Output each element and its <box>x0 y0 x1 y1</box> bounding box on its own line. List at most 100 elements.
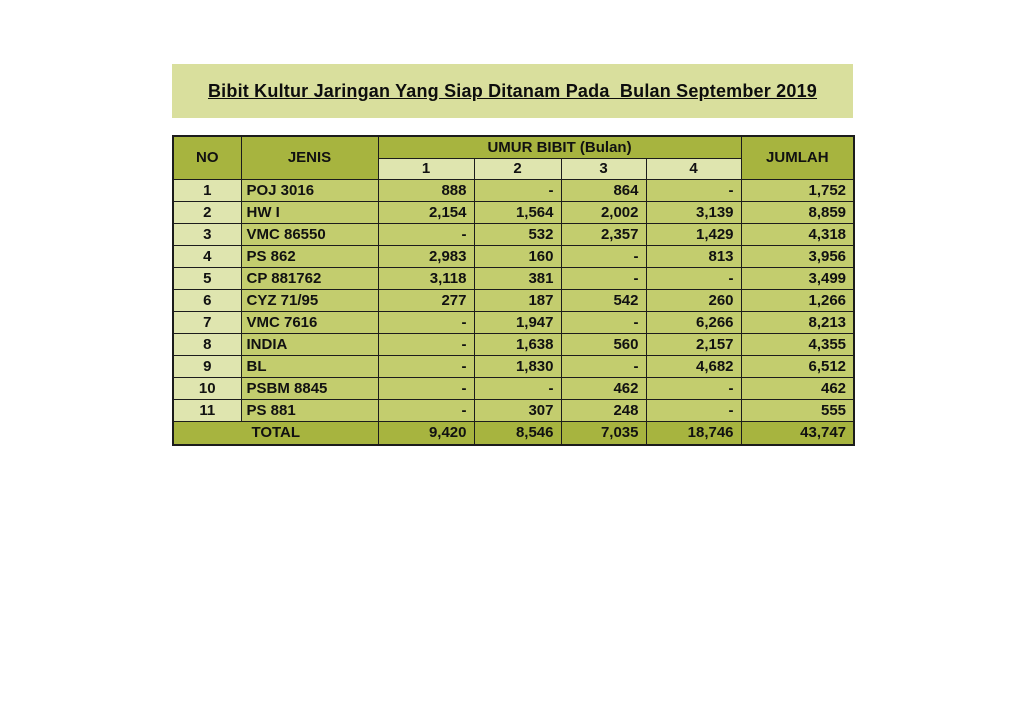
row-number-cell: 11 <box>172 398 242 422</box>
total-month3-cell: 7,035 <box>560 420 647 446</box>
total-month2-cell: 8,546 <box>473 420 562 446</box>
month2-value-cell: 187 <box>473 288 562 312</box>
row-number-cell: 9 <box>172 354 242 378</box>
month1-value-cell: 277 <box>377 288 475 312</box>
month4-value-cell: 4,682 <box>645 354 742 378</box>
variety-name-cell: CYZ 71/95 <box>240 288 379 312</box>
month3-value-cell: 248 <box>560 398 647 422</box>
month2-value-cell: 1,564 <box>473 200 562 224</box>
table-row: 4 PS 862 2,983 160 - 813 3,956 <box>172 244 855 268</box>
month2-value-cell: - <box>473 376 562 400</box>
row-number-cell: 3 <box>172 222 242 246</box>
table-body: 1 POJ 3016 888 - 864 - 1,752 2 HW I 2,15… <box>172 178 855 422</box>
table-row: 3 VMC 86550 - 532 2,357 1,429 4,318 <box>172 222 855 246</box>
month3-value-cell: - <box>560 244 647 268</box>
month3-value-cell: 2,002 <box>560 200 647 224</box>
variety-name-cell: INDIA <box>240 332 379 356</box>
month3-value-cell: - <box>560 266 647 290</box>
month1-value-cell: - <box>377 398 475 422</box>
variety-name-cell: PSBM 8845 <box>240 376 379 400</box>
table-row: 7 VMC 7616 - 1,947 - 6,266 8,213 <box>172 310 855 334</box>
month3-value-cell: 2,357 <box>560 222 647 246</box>
row-number-cell: 7 <box>172 310 242 334</box>
month3-value-cell: 542 <box>560 288 647 312</box>
col-header-month-3: 3 <box>560 157 647 180</box>
total-row: TOTAL 9,420 8,546 7,035 18,746 43,747 <box>172 420 855 446</box>
row-number-cell: 1 <box>172 178 242 202</box>
month1-value-cell: - <box>377 376 475 400</box>
title-band: Bibit Kultur Jaringan Yang Siap Ditanam … <box>172 64 853 118</box>
variety-name-cell: BL <box>240 354 379 378</box>
table-row: 9 BL - 1,830 - 4,682 6,512 <box>172 354 855 378</box>
total-jumlah-cell: 43,747 <box>740 420 855 446</box>
table-row: 6 CYZ 71/95 277 187 542 260 1,266 <box>172 288 855 312</box>
month4-value-cell: - <box>645 398 742 422</box>
month4-value-cell: - <box>645 178 742 202</box>
header-row-group: NO JENIS UMUR BIBIT (Bulan) JUMLAH <box>172 135 855 180</box>
row-number-cell: 10 <box>172 376 242 400</box>
jumlah-value-cell: 1,266 <box>740 288 855 312</box>
col-header-month-2: 2 <box>473 157 562 180</box>
table-footer: TOTAL 9,420 8,546 7,035 18,746 43,747 <box>172 420 855 446</box>
month2-value-cell: 381 <box>473 266 562 290</box>
month1-value-cell: 2,154 <box>377 200 475 224</box>
variety-name-cell: VMC 7616 <box>240 310 379 334</box>
table-row: 5 CP 881762 3,118 381 - - 3,499 <box>172 266 855 290</box>
month2-value-cell: 160 <box>473 244 562 268</box>
month4-value-cell: - <box>645 266 742 290</box>
month4-value-cell: 260 <box>645 288 742 312</box>
month2-value-cell: 1,830 <box>473 354 562 378</box>
jumlah-value-cell: 8,859 <box>740 200 855 224</box>
variety-name-cell: VMC 86550 <box>240 222 379 246</box>
month4-value-cell: 6,266 <box>645 310 742 334</box>
month1-value-cell: - <box>377 222 475 246</box>
month3-value-cell: - <box>560 310 647 334</box>
jumlah-value-cell: 4,355 <box>740 332 855 356</box>
jumlah-value-cell: 3,956 <box>740 244 855 268</box>
month1-value-cell: 2,983 <box>377 244 475 268</box>
variety-name-cell: CP 881762 <box>240 266 379 290</box>
month4-value-cell: 3,139 <box>645 200 742 224</box>
table-row: 1 POJ 3016 888 - 864 - 1,752 <box>172 178 855 202</box>
table-row: 2 HW I 2,154 1,564 2,002 3,139 8,859 <box>172 200 855 224</box>
month3-value-cell: 864 <box>560 178 647 202</box>
month3-value-cell: 560 <box>560 332 647 356</box>
month4-value-cell: 813 <box>645 244 742 268</box>
jumlah-value-cell: 3,499 <box>740 266 855 290</box>
jumlah-value-cell: 462 <box>740 376 855 400</box>
jumlah-value-cell: 6,512 <box>740 354 855 378</box>
jumlah-value-cell: 4,318 <box>740 222 855 246</box>
jumlah-value-cell: 555 <box>740 398 855 422</box>
row-number-cell: 5 <box>172 266 242 290</box>
row-number-cell: 8 <box>172 332 242 356</box>
jumlah-value-cell: 1,752 <box>740 178 855 202</box>
month1-value-cell: - <box>377 310 475 334</box>
table-row: 10 PSBM 8845 - - 462 - 462 <box>172 376 855 400</box>
table-header: NO JENIS UMUR BIBIT (Bulan) JUMLAH 1 2 3… <box>172 135 855 180</box>
col-header-month-4: 4 <box>645 157 742 180</box>
total-month1-cell: 9,420 <box>377 420 475 446</box>
month4-value-cell: 1,429 <box>645 222 742 246</box>
table-row: 8 INDIA - 1,638 560 2,157 4,355 <box>172 332 855 356</box>
seedlings-table: NO JENIS UMUR BIBIT (Bulan) JUMLAH 1 2 3… <box>172 135 856 446</box>
month4-value-cell: 2,157 <box>645 332 742 356</box>
month2-value-cell: 532 <box>473 222 562 246</box>
col-header-no: NO <box>172 135 242 180</box>
col-header-jenis: JENIS <box>240 135 379 180</box>
jumlah-value-cell: 8,213 <box>740 310 855 334</box>
col-header-umur-bibit: UMUR BIBIT (Bulan) <box>377 135 742 159</box>
month4-value-cell: - <box>645 376 742 400</box>
row-number-cell: 4 <box>172 244 242 268</box>
month1-value-cell: 888 <box>377 178 475 202</box>
variety-name-cell: POJ 3016 <box>240 178 379 202</box>
month1-value-cell: 3,118 <box>377 266 475 290</box>
month2-value-cell: 1,638 <box>473 332 562 356</box>
month1-value-cell: - <box>377 354 475 378</box>
month2-value-cell: - <box>473 178 562 202</box>
page-title: Bibit Kultur Jaringan Yang Siap Ditanam … <box>207 80 818 101</box>
month3-value-cell: 462 <box>560 376 647 400</box>
month1-value-cell: - <box>377 332 475 356</box>
table-row: 11 PS 881 - 307 248 - 555 <box>172 398 855 422</box>
variety-name-cell: PS 862 <box>240 244 379 268</box>
